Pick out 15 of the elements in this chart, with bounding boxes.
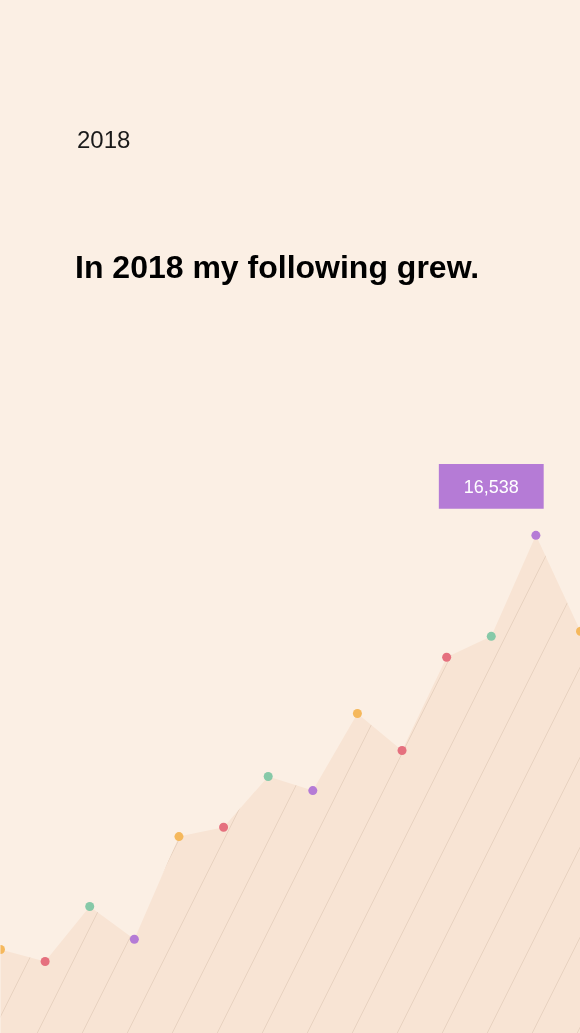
chart-title: In 2018 my following grew. — [75, 248, 480, 287]
point — [397, 746, 407, 756]
point — [174, 832, 184, 842]
point — [129, 934, 139, 944]
point — [40, 956, 50, 966]
point — [85, 901, 95, 911]
point — [263, 772, 273, 782]
point — [531, 530, 541, 540]
chart-subtitle: 2018 — [77, 125, 131, 155]
point — [442, 652, 452, 662]
point — [308, 786, 318, 796]
text: 16,538 — [463, 476, 519, 497]
point — [486, 631, 496, 641]
point — [219, 822, 229, 832]
point — [352, 708, 362, 718]
